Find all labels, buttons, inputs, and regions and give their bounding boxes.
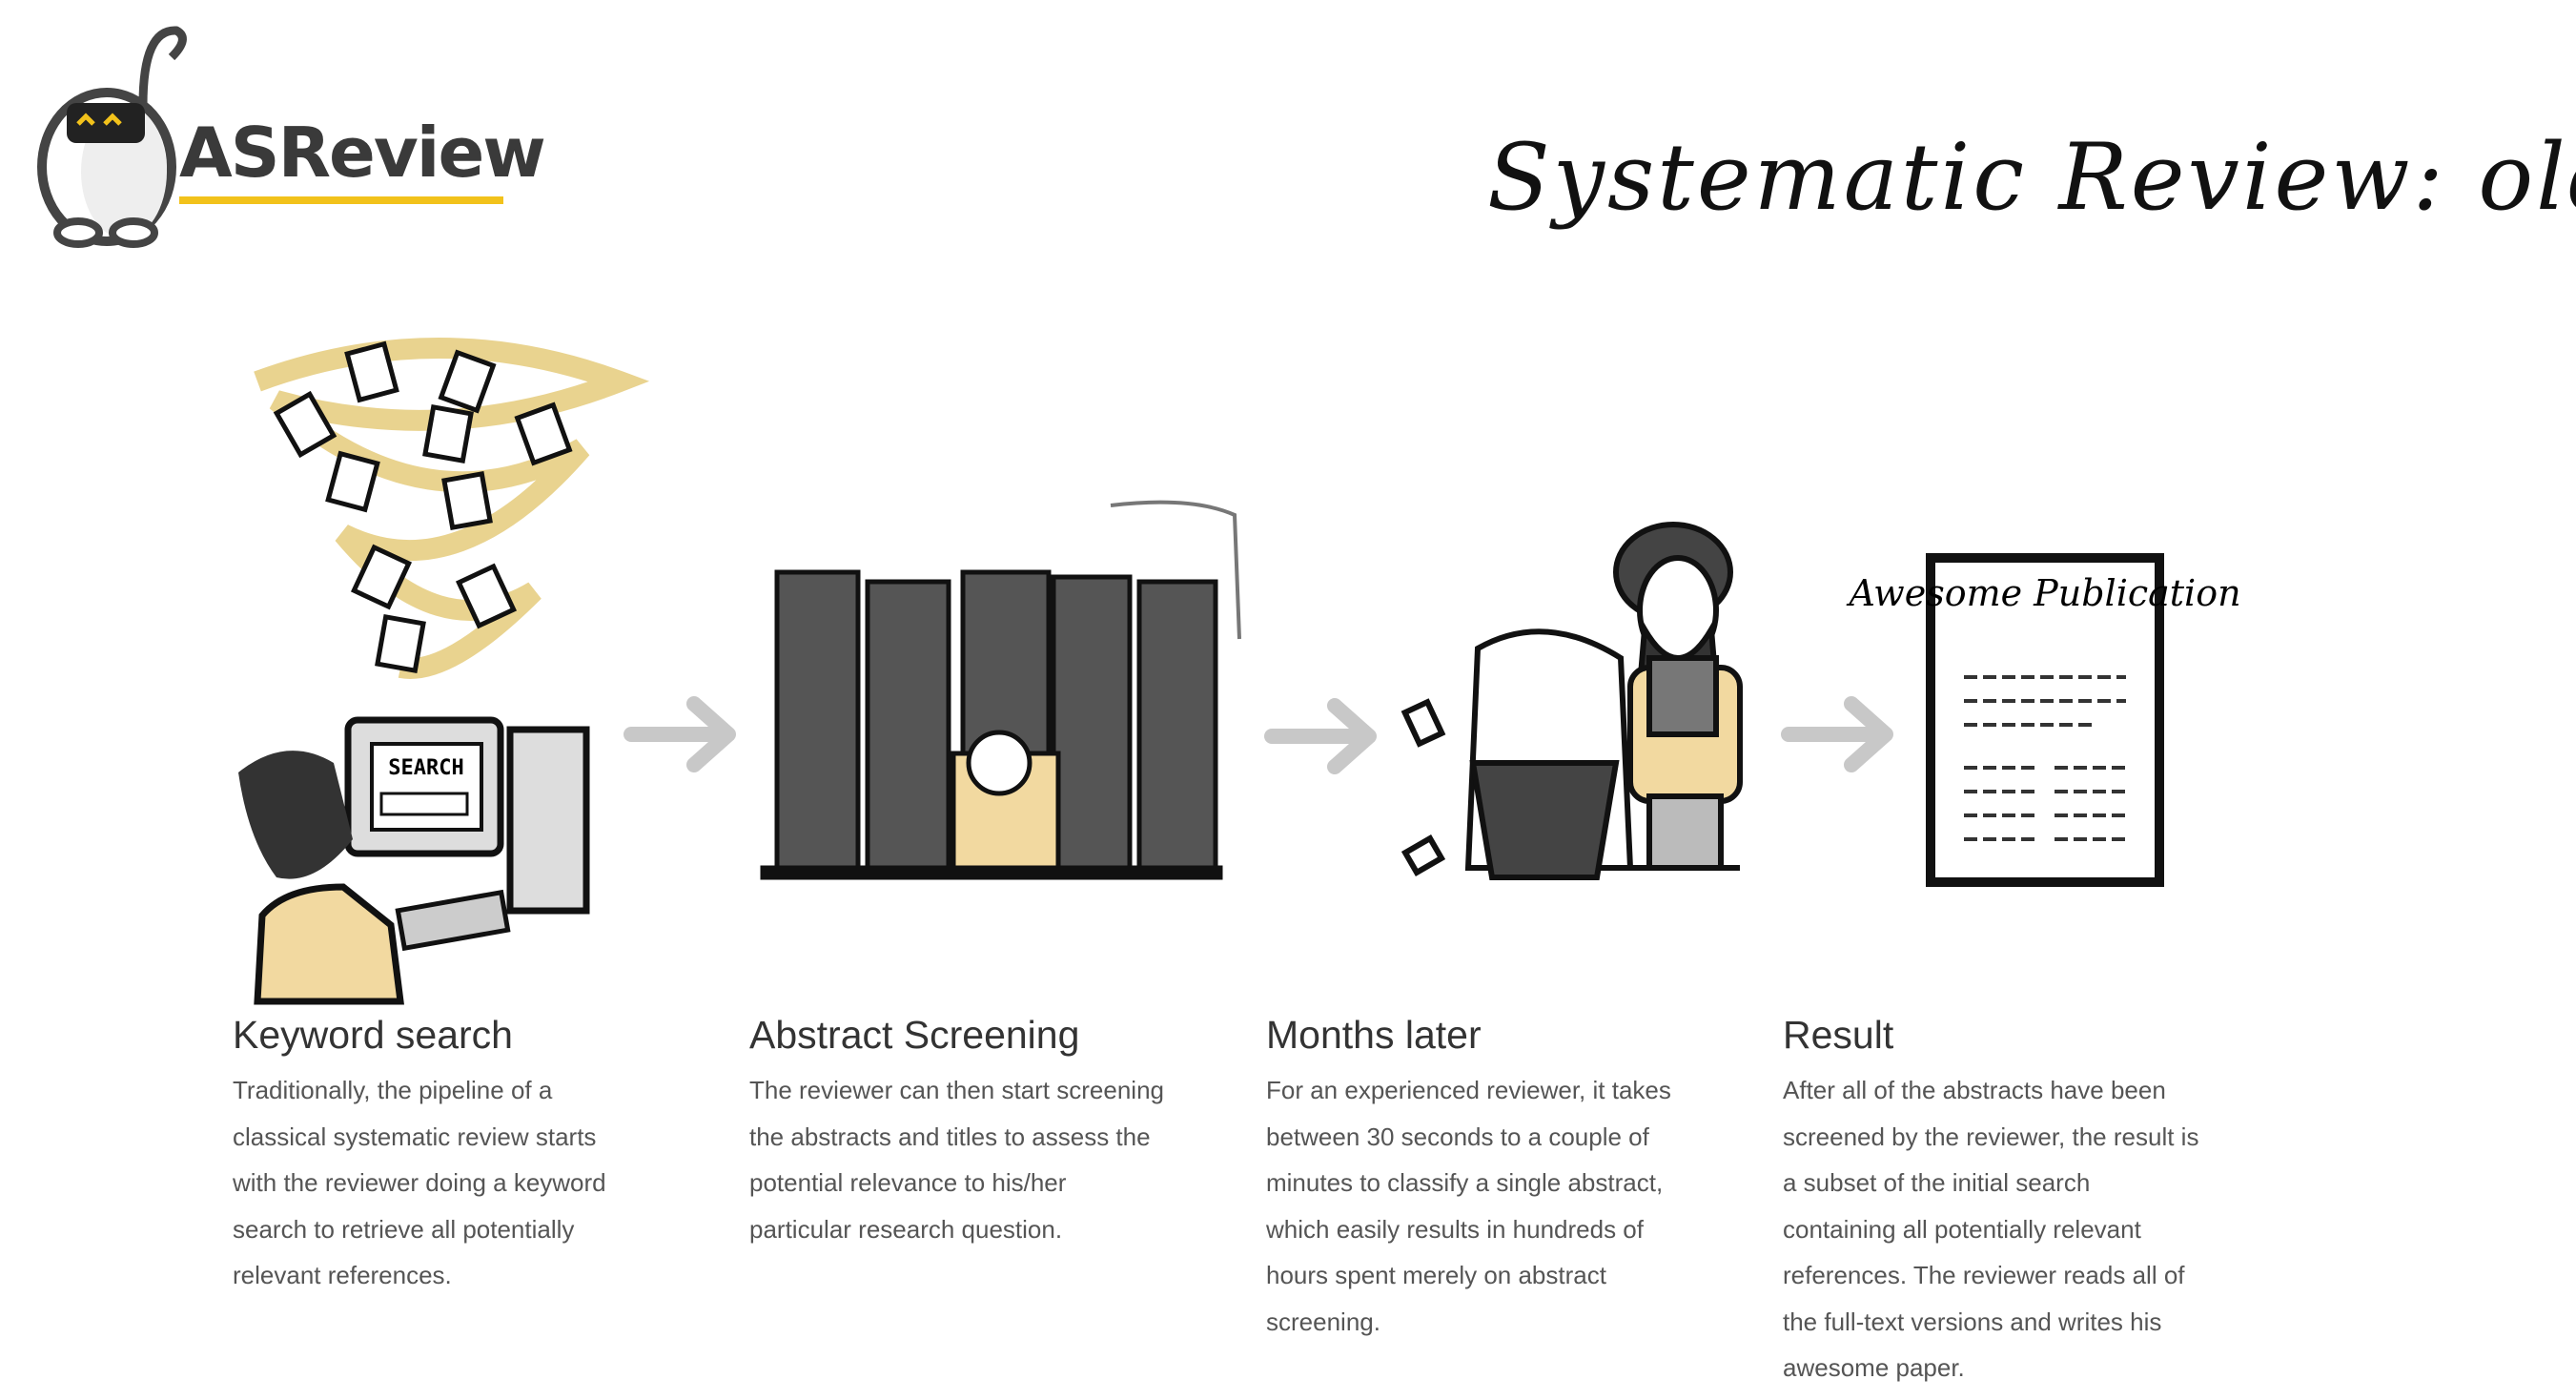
step-text-line: relevant references.	[233, 1261, 452, 1289]
step-heading: Result	[1783, 1013, 1894, 1057]
step-text-line: After all of the abstracts have been	[1783, 1076, 2166, 1104]
step-text-line: with the reviewer doing a keyword	[233, 1168, 606, 1197]
step-text-line: minutes to classify a single abstract,	[1266, 1168, 1664, 1197]
step-text-line: the full-text versions and writes his	[1783, 1307, 2162, 1336]
step-text-line: screened by the reviewer, the result is	[1783, 1122, 2199, 1151]
step-text-line: between 30 seconds to a couple of	[1266, 1122, 1649, 1151]
step-text-line: For an experienced reviewer, it takes	[1266, 1076, 1671, 1104]
step-text-line: references. The reviewer reads all of	[1783, 1261, 2185, 1289]
step-text-line: screening.	[1266, 1307, 1380, 1336]
logo-text: ASReview	[179, 113, 546, 193]
step-text-line: the abstracts and titles to assess the	[749, 1122, 1151, 1151]
abstract-screening-illustration	[760, 500, 1241, 880]
step-text-line: classical systematic review starts	[233, 1122, 597, 1151]
step-text-line: which easily results in hundreds of	[1266, 1214, 1644, 1244]
months-later-illustration	[1400, 522, 1743, 880]
search-screen-text: SEARCH	[388, 756, 463, 780]
step-text-line: hours spent merely on abstract	[1266, 1261, 1606, 1289]
logo-icon	[37, 26, 503, 248]
step-heading: Abstract Screening	[749, 1013, 1080, 1057]
step-heading: Keyword search	[233, 1013, 513, 1057]
step-heading: Months later	[1266, 1013, 1482, 1057]
step-text-line: search to retrieve all potentially	[233, 1214, 575, 1244]
keyword-search-illustration: SEARCH	[238, 338, 650, 1005]
step-text-line: a subset of the initial search	[1783, 1168, 2091, 1197]
step: Result After all of the abstracts have be…	[1783, 1013, 2259, 1391]
arrow	[1264, 698, 1377, 774]
step-text-line: potential relevance to his/her	[749, 1168, 1067, 1197]
step-text-line: The reviewer can then start screening	[749, 1076, 1164, 1104]
publication-title-text: Awesome Publication	[1846, 572, 2240, 614]
step: Abstract Screening The reviewer can then …	[749, 1013, 1226, 1252]
result-illustration: Awesome Publication	[1846, 553, 2241, 887]
arrow	[1781, 696, 1893, 772]
step: Keyword search Traditionally, the pipelin…	[233, 1013, 709, 1299]
step: Months later For an experienced reviewer,…	[1266, 1013, 1743, 1345]
step-text-line: particular research question.	[749, 1214, 1063, 1244]
page-title: Systematic Review: old skool	[1487, 124, 2576, 231]
step-text-line: Traditionally, the pipeline of a	[233, 1076, 553, 1104]
step-text-line: containing all potentially relevant	[1783, 1214, 2141, 1244]
step-text-line: awesome paper.	[1783, 1353, 1965, 1382]
arrow	[624, 696, 736, 772]
